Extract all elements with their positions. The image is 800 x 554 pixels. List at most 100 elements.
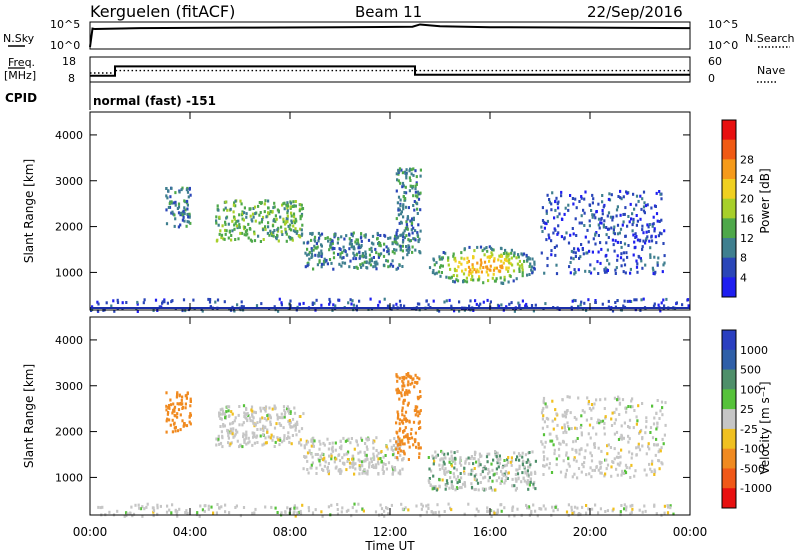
echo-cell [267, 221, 270, 225]
echo-cell [391, 259, 394, 263]
echo-cell [647, 445, 650, 449]
echo-cell [603, 426, 606, 430]
echo-cell [409, 179, 412, 182]
echo-cell [417, 240, 420, 244]
echo-cell [389, 236, 392, 240]
echo-cell [268, 406, 271, 410]
colorbar-tick-label: 12 [740, 232, 754, 245]
echo-cell [175, 395, 178, 399]
echo-cell [293, 510, 296, 514]
echo-cell [473, 453, 477, 457]
echo-cell [607, 236, 610, 239]
echo-cell [510, 248, 513, 252]
echo-cell [254, 507, 257, 511]
echo-cell [343, 453, 346, 457]
echo-cell [283, 415, 286, 419]
echo-cell [228, 307, 231, 311]
echo-cell [454, 456, 457, 460]
echo-cell [626, 191, 629, 195]
echo-cell [299, 235, 302, 239]
echo-cell [597, 202, 600, 206]
echo-cell [659, 449, 662, 453]
echo-cell [360, 239, 363, 243]
echo-cell [266, 430, 269, 434]
echo-cell [675, 301, 678, 305]
echo-cell [639, 430, 642, 434]
echo-cell [544, 507, 547, 511]
echo-cell [660, 400, 664, 404]
echo-cell [335, 465, 338, 469]
echo-cell [431, 487, 434, 491]
echo-cell [603, 432, 606, 436]
echo-cell [441, 264, 444, 268]
echo-cell [618, 231, 621, 235]
echo-cell [242, 506, 246, 509]
echo-cell [627, 425, 630, 428]
echo-cell [440, 457, 443, 461]
echo-cell [400, 394, 403, 398]
time-tick-label: 00:00 [73, 525, 108, 539]
echo-cell [450, 304, 453, 308]
echo-cell [522, 252, 526, 256]
echo-cell [397, 471, 400, 475]
echo-cell [619, 436, 622, 440]
echo-cell [573, 510, 576, 514]
echo-cell [606, 214, 609, 218]
echo-cell [408, 176, 411, 180]
echo-cell [361, 507, 364, 511]
echo-cell [264, 227, 267, 231]
echo-cell [296, 420, 299, 424]
echo-cell [480, 454, 483, 458]
echo-cell [165, 419, 168, 423]
echo-cell [427, 303, 430, 307]
range-tick-label: 1000 [55, 266, 83, 279]
echo-cell [443, 510, 446, 513]
echo-cell [276, 417, 279, 421]
echo-cell [172, 402, 175, 406]
echo-cell [591, 215, 594, 219]
nsearch-label: N.Search [745, 32, 795, 45]
echo-cell [460, 476, 463, 480]
echo-cell [504, 248, 507, 252]
echo-cell [172, 408, 175, 412]
echo-cell [322, 259, 326, 263]
echo-cell [477, 509, 480, 513]
echo-cell [177, 408, 181, 412]
echo-cell [444, 456, 447, 460]
echo-cell [273, 201, 276, 205]
echo-cell [166, 301, 169, 305]
echo-cell [540, 225, 543, 229]
echo-cell [354, 462, 357, 466]
echo-cell [400, 391, 403, 395]
echo-cell [174, 203, 177, 207]
echo-cell [297, 234, 300, 237]
echo-cell [136, 310, 139, 313]
echo-cell [328, 248, 331, 252]
echo-cell [570, 508, 573, 512]
echo-cell [275, 237, 278, 241]
echo-cell [355, 238, 358, 242]
echo-cell [556, 232, 559, 236]
echo-cell [651, 459, 654, 463]
echo-cell [577, 467, 581, 470]
echo-cell [531, 271, 534, 275]
echo-cell [218, 411, 221, 415]
echo-cell [567, 462, 570, 466]
echo-cell [648, 447, 651, 451]
echo-cell [355, 509, 358, 513]
echo-cell [642, 209, 646, 213]
echo-cell [196, 511, 199, 515]
echo-cell [374, 264, 377, 268]
echo-cell [404, 506, 407, 510]
echo-cell [543, 226, 546, 230]
echo-cell [405, 373, 408, 376]
echo-cell [419, 168, 422, 172]
echo-cell [398, 376, 401, 380]
echo-cell [621, 223, 624, 227]
echo-cell [396, 266, 400, 270]
echo-cell [470, 278, 473, 282]
echo-cell [228, 230, 231, 234]
echo-cell [341, 461, 345, 465]
echo-cell [167, 189, 170, 193]
echo-cell [216, 503, 219, 506]
